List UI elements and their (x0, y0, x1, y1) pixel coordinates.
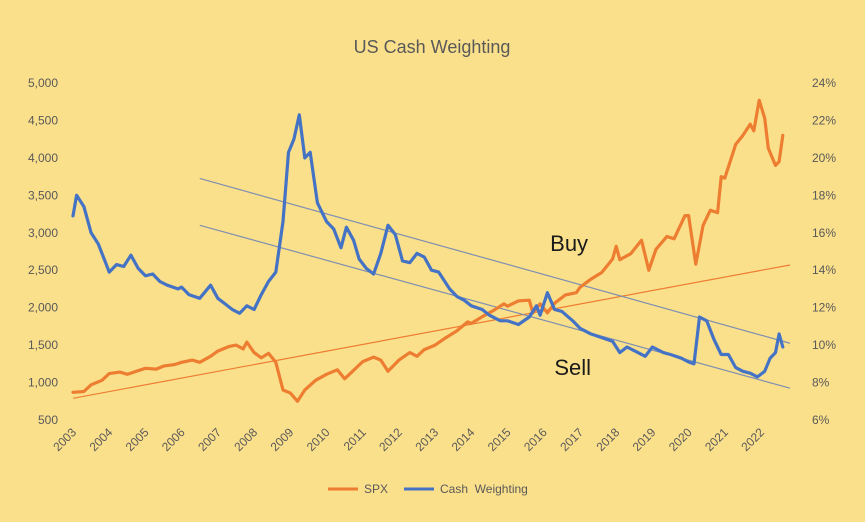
x-tick-2009: 2009 (268, 425, 297, 454)
y-right-axis: 6% 8% 10% 12% 14% 16% 18% 20% 22% 24% (812, 76, 836, 427)
y-right-tick-16: 16% (812, 226, 836, 240)
annotations: Buy Sell (550, 231, 591, 380)
y-left-axis: 500 1,000 1,500 2,000 2,500 3,000 3,500 4,000 4,… (28, 76, 58, 427)
sell-channel-line (199, 224, 791, 389)
x-tick-2020: 2020 (666, 425, 695, 454)
x-tick-2013: 2013 (412, 425, 441, 454)
y-left-tick-500: 500 (38, 413, 58, 427)
y-left-tick-2-500: 2,500 (28, 263, 58, 277)
y-right-tick-6: 6% (812, 413, 830, 427)
x-tick-2016: 2016 (521, 425, 550, 454)
y-left-tick-3-500: 3,500 (28, 188, 58, 202)
x-tick-2010: 2010 (304, 425, 333, 454)
x-tick-2014: 2014 (449, 425, 478, 454)
legend-label-spx: SPX (364, 482, 388, 496)
y-right-tick-20: 20% (812, 151, 836, 165)
x-tick-2019: 2019 (630, 425, 659, 454)
chart-title: US Cash Weighting (354, 37, 511, 57)
x-tick-2021: 2021 (702, 425, 731, 454)
x-tick-2007: 2007 (195, 425, 224, 454)
y-right-tick-24: 24% (812, 76, 836, 90)
x-tick-2005: 2005 (123, 425, 152, 454)
y-left-tick-1-500: 1,500 (28, 338, 58, 352)
legend: SPX Cash Weighting (328, 482, 528, 496)
y-left-tick-3-000: 3,000 (28, 226, 58, 240)
y-left-tick-5-000: 5,000 (28, 76, 58, 90)
annotation-buy: Buy (550, 231, 588, 256)
y-right-tick-8: 8% (812, 376, 830, 390)
x-tick-2003: 2003 (50, 425, 79, 454)
y-right-tick-14: 14% (812, 263, 836, 277)
x-tick-2018: 2018 (594, 425, 623, 454)
y-left-tick-4-000: 4,000 (28, 151, 58, 165)
x-tick-2011: 2011 (341, 425, 369, 453)
y-left-tick-4-500: 4,500 (28, 113, 58, 127)
y-right-tick-22: 22% (812, 113, 836, 127)
y-left-tick-2-000: 2,000 (28, 301, 58, 315)
x-tick-2012: 2012 (376, 425, 405, 454)
y-right-tick-10: 10% (812, 338, 836, 352)
x-tick-2015: 2015 (485, 425, 514, 454)
x-axis: 2003 2004 2005 2006 2007 2008 2009 2010 2011 2012… (50, 425, 767, 454)
x-tick-2008: 2008 (231, 425, 260, 454)
x-tick-2017: 2017 (557, 425, 586, 454)
x-tick-2022: 2022 (738, 425, 767, 454)
trend-lines (72, 177, 791, 399)
y-right-tick-12: 12% (812, 301, 836, 315)
legend-label-cash: Cash Weighting (440, 482, 528, 496)
series-line-cash-weighting (71, 113, 785, 379)
spx-trend-line (72, 264, 791, 399)
buy-channel-line (199, 177, 791, 344)
annotation-sell: Sell (554, 355, 591, 380)
y-left-tick-1-000: 1,000 (28, 376, 58, 390)
y-right-tick-18: 18% (812, 188, 836, 202)
x-tick-2004: 2004 (87, 425, 116, 454)
series-line-spx (71, 98, 785, 403)
x-tick-2006: 2006 (159, 425, 188, 454)
series-lines (71, 98, 785, 403)
